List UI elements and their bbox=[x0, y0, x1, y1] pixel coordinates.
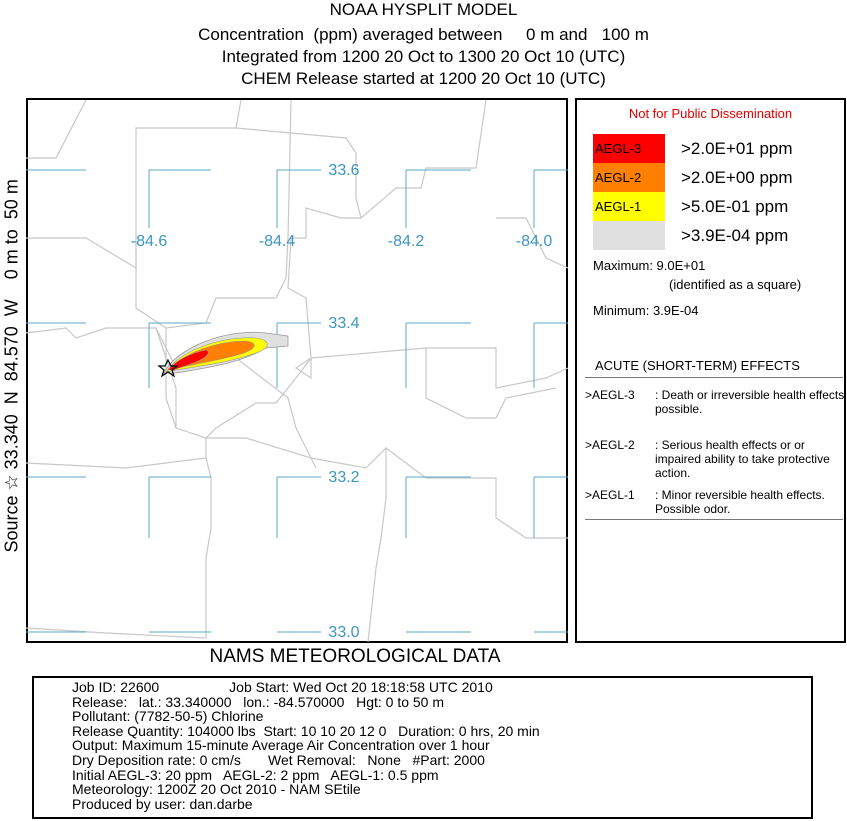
level-swatch: AEGL-3 bbox=[593, 134, 665, 163]
effects-title: ACUTE (SHORT-TERM) EFFECTS bbox=[595, 358, 800, 373]
level-swatch: AEGL-1 bbox=[593, 192, 665, 221]
effect-level: >AEGL-2 bbox=[585, 438, 635, 452]
lat-label: 33.0 bbox=[328, 624, 359, 641]
header-line: Concentration (ppm) averaged between 0 m… bbox=[198, 25, 649, 44]
info-line: Job ID: 22600 Job Start: Wed Oct 20 18:1… bbox=[72, 679, 493, 695]
info-line: Meteorology: 1200Z 20 Oct 2010 - NAM SEt… bbox=[72, 781, 361, 798]
plume bbox=[157, 331, 289, 378]
maximum-note: (identified as a square) bbox=[669, 277, 802, 292]
level-swatch: AEGL-2 bbox=[593, 163, 665, 192]
side-label: Source ☆ 33.340 N 84.570 W 0 m to 50 m bbox=[1, 179, 22, 553]
title: NOAA HYSPLIT MODEL bbox=[329, 0, 518, 19]
county-boundaries bbox=[26, 99, 568, 643]
info-line: Initial AEGL-3: 20 ppm AEGL-2: 2 ppm AEG… bbox=[72, 766, 439, 783]
effect-level: >AEGL-1 bbox=[585, 488, 635, 502]
level-swatch bbox=[593, 221, 665, 250]
map: -84.6 -84.4 -84.2 -84.0 33.6 33.4 33.2 33.0 bbox=[26, 98, 568, 643]
lon-label: -84.4 bbox=[259, 233, 296, 250]
notice: Not for Public Dissemination bbox=[628, 106, 793, 121]
effect-description: : Death or irreversible health effects p… bbox=[655, 388, 845, 416]
info-line: Pollutant: (7782-50-5) Chlorine bbox=[72, 708, 264, 725]
divider bbox=[585, 377, 843, 378]
effect-description: : Minor reversible health effects. Possi… bbox=[655, 488, 825, 516]
level-threshold: >3.9E-04 ppm bbox=[681, 226, 789, 245]
divider bbox=[585, 519, 843, 520]
info-line: Release Quantity: 104000 lbs Start: 10 1… bbox=[72, 722, 540, 739]
info-line: Release: lat.: 33.340000 lon.: -84.57000… bbox=[72, 693, 445, 710]
lon-label: -84.6 bbox=[131, 233, 168, 250]
level-threshold: >2.0E+00 ppm bbox=[681, 168, 793, 187]
effect-description: : Serious health effects or or impaired … bbox=[655, 438, 830, 480]
map-frame bbox=[26, 98, 568, 643]
minimum: Minimum: 3.9E-04 bbox=[593, 303, 699, 318]
lat-label: 33.2 bbox=[328, 469, 359, 486]
effect-level: >AEGL-3 bbox=[585, 388, 635, 402]
info-box: Job ID: 22600 Job Start: Wed Oct 20 18:1… bbox=[32, 676, 813, 819]
header-line: CHEM Release started at 1200 20 Oct 10 (… bbox=[241, 69, 606, 88]
lon-label: -84.2 bbox=[388, 233, 425, 250]
info-line: Dry Deposition rate: 0 cm/s Wet Removal:… bbox=[72, 751, 485, 768]
legend: Not for Public Dissemination AEGL-3 >2.0E… bbox=[575, 98, 846, 643]
level-threshold: >5.0E-01 ppm bbox=[681, 197, 789, 216]
info-line: Output: Maximum 15-minute Average Air Co… bbox=[72, 737, 490, 754]
lon-label: -84.0 bbox=[516, 233, 553, 250]
lat-label: 33.6 bbox=[328, 162, 359, 179]
level-threshold: >2.0E+01 ppm bbox=[681, 139, 793, 158]
maximum: Maximum: 9.0E+01 bbox=[593, 258, 706, 273]
grid: -84.6 -84.4 -84.2 -84.0 33.6 33.4 33.2 33.0 bbox=[26, 162, 568, 641]
footer-title: NAMS METEOROLOGICAL DATA bbox=[209, 646, 501, 667]
header-line: Integrated from 1200 20 Oct to 1300 20 O… bbox=[221, 47, 626, 66]
info-line: Produced by user: dan.darbe bbox=[72, 795, 253, 812]
lat-label: 33.4 bbox=[328, 315, 359, 332]
